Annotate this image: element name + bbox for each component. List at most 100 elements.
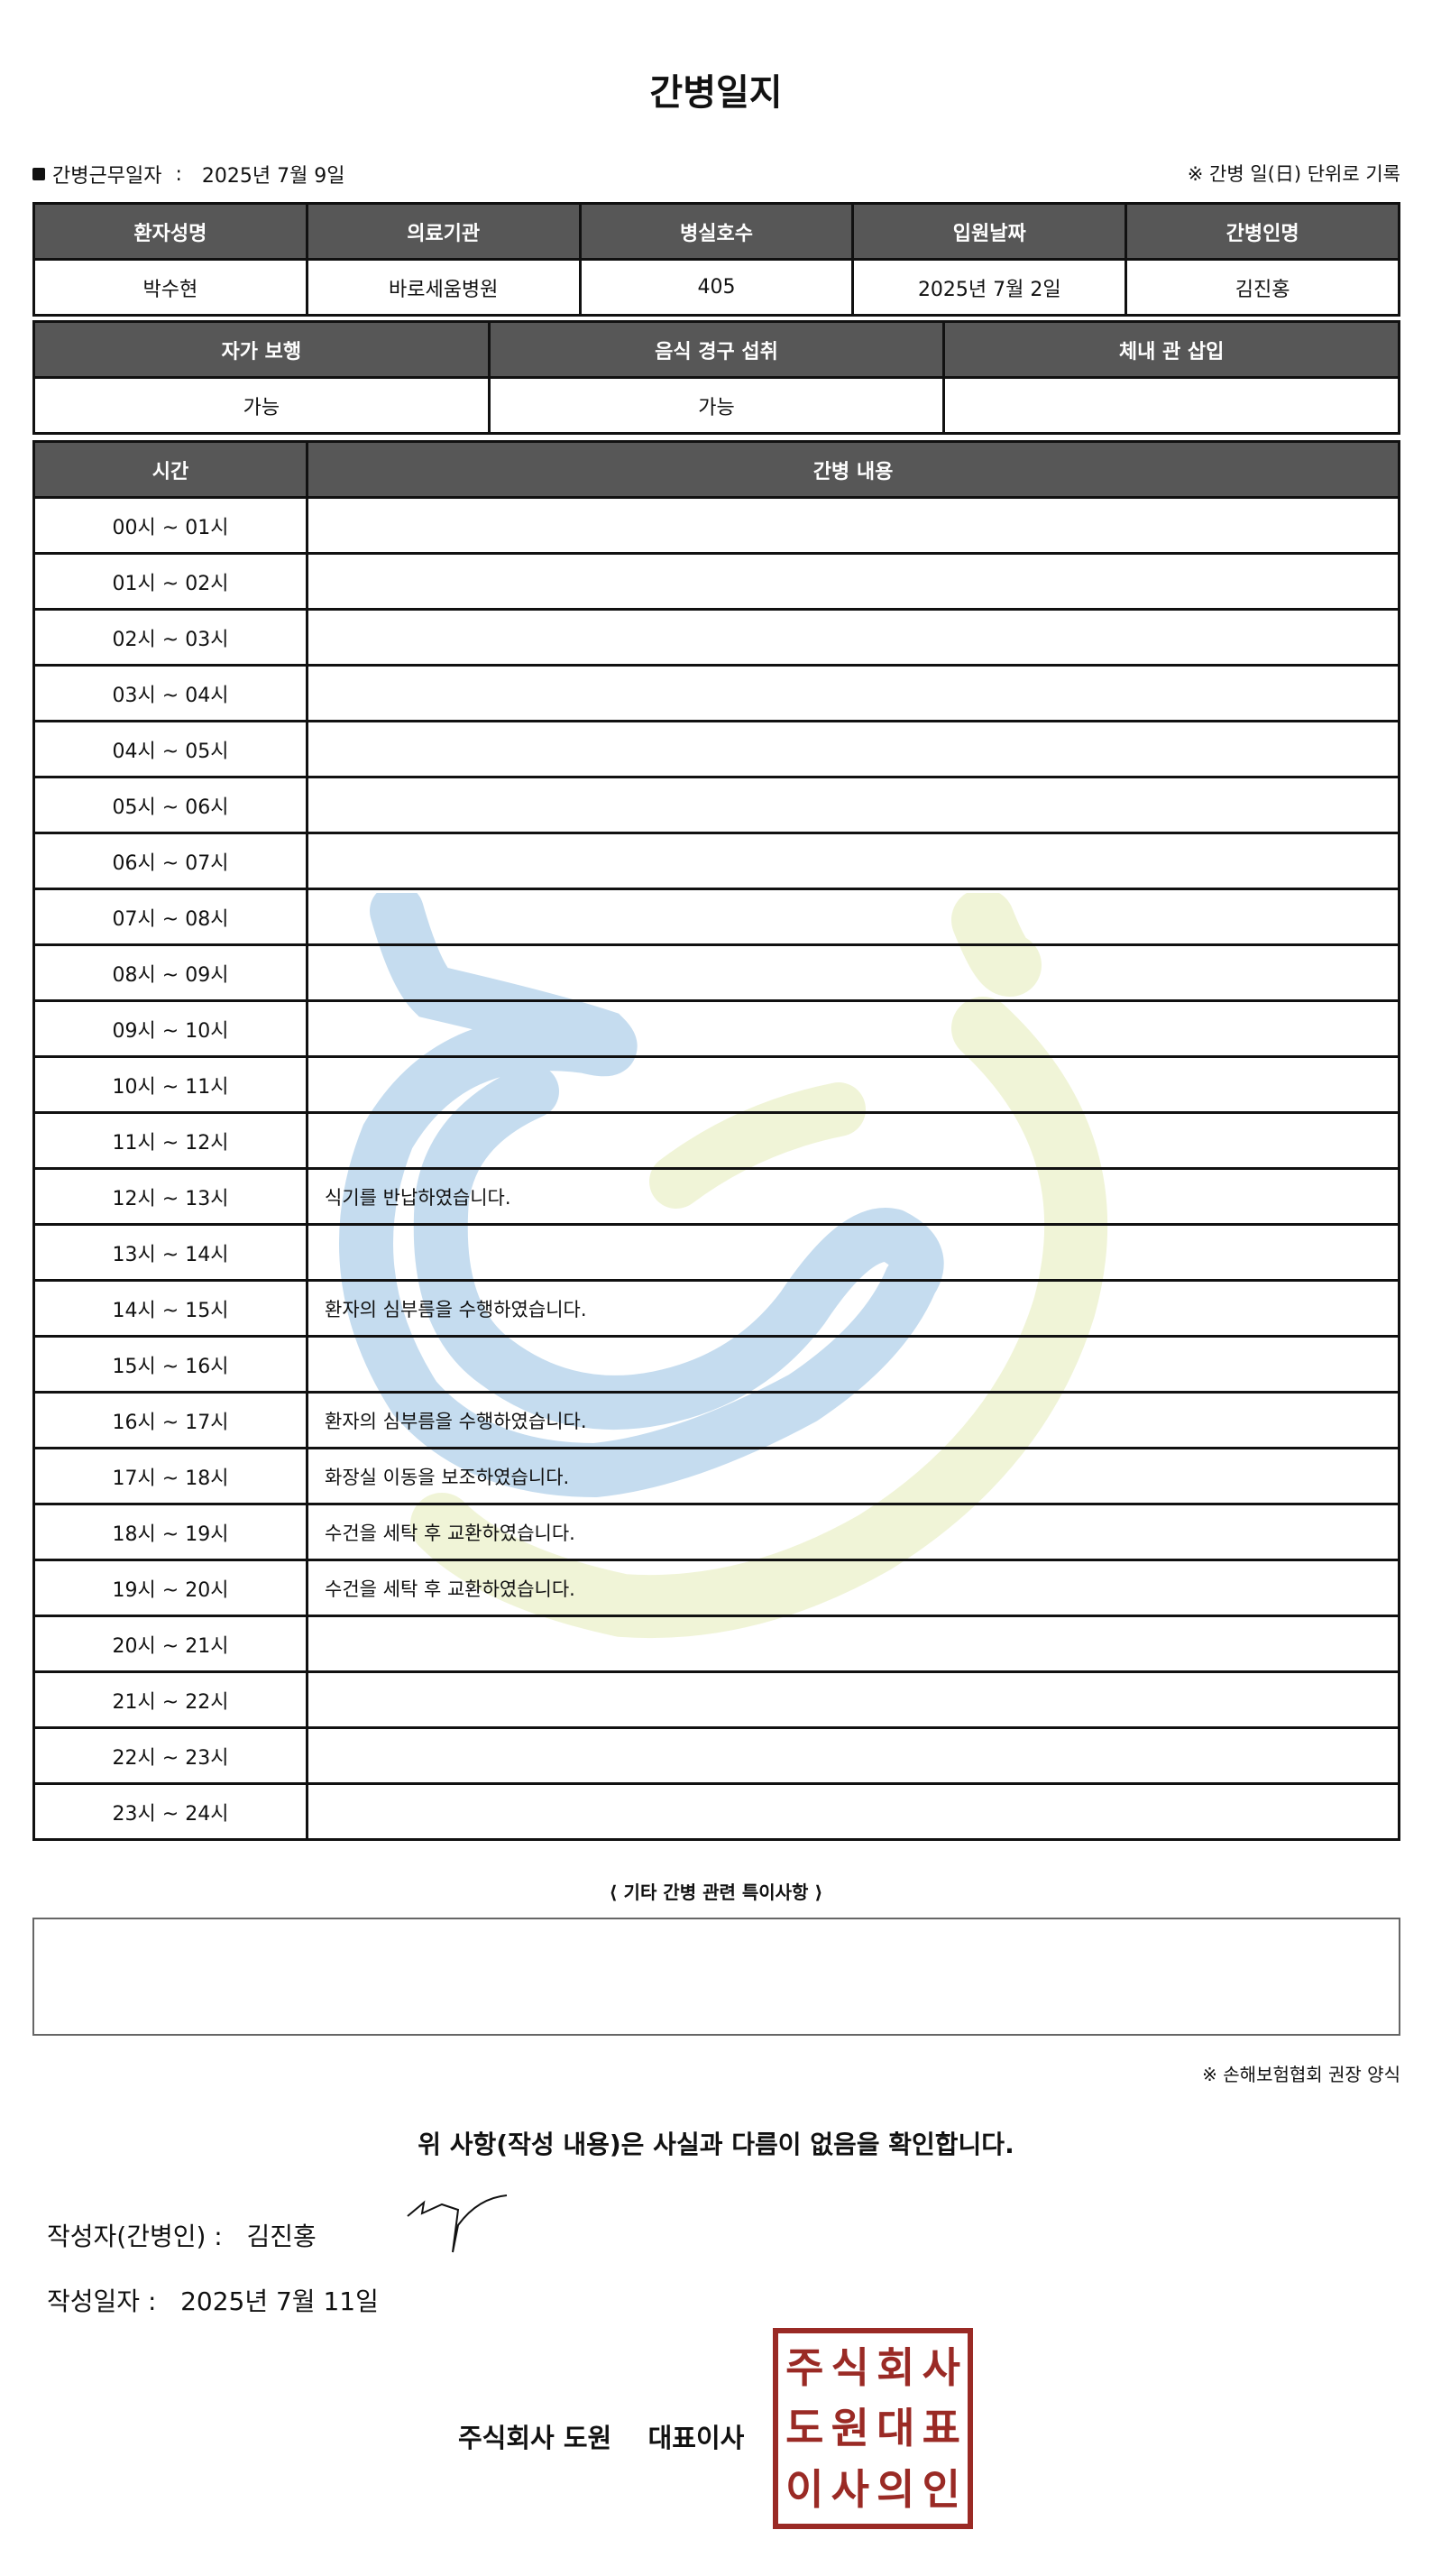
table-row: 02시 ~ 03시 xyxy=(32,608,1400,667)
author-label: 작성자(간병인) : xyxy=(47,2222,223,2251)
seal-char: 도 xyxy=(785,2404,824,2453)
table-row: 13시 ~ 14시 xyxy=(32,1223,1400,1282)
record-note: ※ 간병 일(日) 단위로 기록 xyxy=(1187,163,1400,185)
time-slot: 02시 ~ 03시 xyxy=(32,608,308,667)
time-slot: 01시 ~ 02시 xyxy=(32,552,308,611)
care-content: 환자의 심부름을 수행하였습니다. xyxy=(306,1391,1400,1449)
time-slot: 17시 ~ 18시 xyxy=(32,1447,308,1505)
company-name: 주식회사 도원 xyxy=(458,2423,612,2453)
patient-name: 박수현 xyxy=(32,258,308,317)
header-oral-intake: 음식 경구 섭취 xyxy=(487,320,946,379)
table-row: 09시 ~ 10시 xyxy=(32,999,1400,1058)
time-slot: 05시 ~ 06시 xyxy=(32,776,308,834)
time-slot: 19시 ~ 20시 xyxy=(32,1559,308,1617)
patient-table: 환자성명 의료기관 병실호수 입원날짜 간병인명 박수현 바로세움병원 405 2025년 7… xyxy=(32,202,1400,317)
table-row: 00시 ~ 01시 xyxy=(32,496,1400,555)
care-content xyxy=(306,1670,1400,1729)
tube xyxy=(942,376,1400,435)
header-hospital: 의료기관 xyxy=(305,202,582,261)
written-date-value: 2025년 7월 11일 xyxy=(180,2286,379,2316)
table-row: 11시 ~ 12시 xyxy=(32,1111,1400,1170)
header-content: 간병 내용 xyxy=(306,440,1400,499)
bullet-icon xyxy=(32,168,45,180)
company-title: 대표이사 xyxy=(647,2423,745,2453)
confirmation-statement: 위 사항(작성 내용)은 사실과 다름이 없음을 확인합니다. xyxy=(418,2130,1014,2159)
table-row: 18시 ~ 19시 수건을 세탁 후 교환하였습니다. xyxy=(32,1503,1400,1561)
seal-char: 이 xyxy=(785,2465,824,2515)
care-content xyxy=(306,552,1400,611)
header-admission-date: 입원날짜 xyxy=(851,202,1128,261)
source-note: ※ 손해보험협회 권장 양식 xyxy=(1202,2064,1400,2085)
time-slot: 22시 ~ 23시 xyxy=(32,1726,308,1785)
care-content xyxy=(306,1726,1400,1785)
time-slot: 09시 ~ 10시 xyxy=(32,999,308,1058)
walking: 가능 xyxy=(32,376,491,435)
time-slot: 16시 ~ 17시 xyxy=(32,1391,308,1449)
work-date: 간병근무일자 : 2025년 7월 9일 xyxy=(32,160,345,189)
care-content: 수건을 세탁 후 교환하였습니다. xyxy=(306,1503,1400,1561)
seal-char: 사 xyxy=(922,2342,960,2392)
page-title: 간병일지 xyxy=(649,72,783,114)
care-content: 수건을 세탁 후 교환하였습니다. xyxy=(306,1559,1400,1617)
seal-char: 주 xyxy=(785,2342,824,2392)
table-row: 03시 ~ 04시 xyxy=(32,664,1400,722)
time-slot: 06시 ~ 07시 xyxy=(32,832,308,890)
table-row: 01시 ~ 02시 xyxy=(32,552,1400,611)
time-slot: 04시 ~ 05시 xyxy=(32,720,308,778)
header-caregiver: 간병인명 xyxy=(1124,202,1400,261)
care-content xyxy=(306,1335,1400,1394)
table-row: 12시 ~ 13시 식기를 반납하였습니다. xyxy=(32,1167,1400,1226)
time-slot: 03시 ~ 04시 xyxy=(32,664,308,722)
special-notes-title: ⟨ 기타 간병 관련 특이사항 ⟩ xyxy=(609,1881,823,1903)
special-notes-box xyxy=(32,1918,1400,2036)
care-content xyxy=(306,776,1400,834)
time-slot: 15시 ~ 16시 xyxy=(32,1335,308,1394)
time-slot: 11시 ~ 12시 xyxy=(32,1111,308,1170)
care-content xyxy=(306,496,1400,555)
table-row: 08시 ~ 09시 xyxy=(32,943,1400,1002)
signature xyxy=(407,2194,508,2253)
table-row: 15시 ~ 16시 xyxy=(32,1335,1400,1394)
time-slot: 13시 ~ 14시 xyxy=(32,1223,308,1282)
time-slot: 10시 ~ 11시 xyxy=(32,1055,308,1114)
table-row: 16시 ~ 17시 환자의 심부름을 수행하였습니다. xyxy=(32,1391,1400,1449)
care-content xyxy=(306,1615,1400,1673)
care-content xyxy=(306,1055,1400,1114)
care-content xyxy=(306,888,1400,946)
header-time: 시간 xyxy=(32,440,308,499)
hospital: 바로세움병원 xyxy=(305,258,582,317)
author: 작성자(간병인) : 김진홍 xyxy=(47,2217,317,2253)
seal-char: 표 xyxy=(922,2404,960,2453)
care-content xyxy=(306,720,1400,778)
oral-intake: 가능 xyxy=(487,376,946,435)
seal-char: 식 xyxy=(831,2342,869,2392)
time-slot: 07시 ~ 08시 xyxy=(32,888,308,946)
table-row: 10시 ~ 11시 xyxy=(32,1055,1400,1114)
colon: : xyxy=(169,162,195,186)
care-content xyxy=(306,1782,1400,1841)
header-room: 병실호수 xyxy=(578,202,855,261)
header-tube: 체내 관 삽입 xyxy=(942,320,1400,379)
time-slot: 00시 ~ 01시 xyxy=(32,496,308,555)
table-row: 22시 ~ 23시 xyxy=(32,1726,1400,1785)
table-row: 21시 ~ 22시 xyxy=(32,1670,1400,1729)
care-content xyxy=(306,832,1400,890)
table-row: 23시 ~ 24시 xyxy=(32,1782,1400,1841)
work-date-label: 간병근무일자 xyxy=(52,165,162,188)
admission-date: 2025년 7월 2일 xyxy=(851,258,1128,317)
table-row: 04시 ~ 05시 xyxy=(32,720,1400,778)
seal-char: 의 xyxy=(877,2465,915,2515)
time-slot: 23시 ~ 24시 xyxy=(32,1782,308,1841)
care-content xyxy=(306,999,1400,1058)
status-table: 자가 보행 음식 경구 섭취 체내 관 삽입 가능 가능 xyxy=(32,320,1400,435)
seal-char: 대 xyxy=(877,2404,915,2453)
seal-char: 원 xyxy=(831,2404,869,2453)
table-row: 14시 ~ 15시 환자의 심부름을 수행하였습니다. xyxy=(32,1279,1400,1338)
care-content xyxy=(306,664,1400,722)
written-date-label: 작성일자 : xyxy=(47,2286,157,2316)
work-date-value: 2025년 7월 9일 xyxy=(201,165,345,188)
seal-char: 인 xyxy=(922,2465,960,2515)
table-row: 20시 ~ 21시 xyxy=(32,1615,1400,1673)
company: 주식회사 도원 대표이사 xyxy=(458,2417,744,2455)
